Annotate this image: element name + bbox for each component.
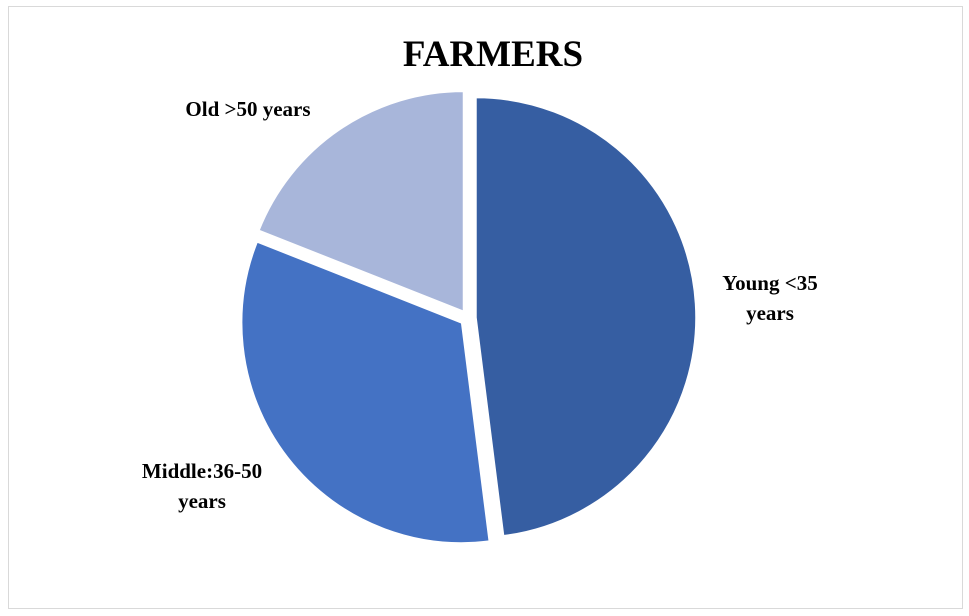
pie-slices — [240, 90, 697, 544]
slice-label-young: Young <35 years — [722, 271, 817, 325]
slice-label-line: years — [746, 301, 794, 325]
slice-label-old: Old >50 years — [185, 97, 310, 121]
slice-label-line: Middle:36-50 — [142, 459, 262, 483]
chart-title: FARMERS — [403, 34, 583, 75]
slice-label-middle: Middle:36-50 years — [142, 459, 262, 513]
slice-label-line: Young <35 — [722, 271, 817, 295]
slice-label-line: years — [178, 489, 226, 513]
slice-labels: Young <35 years Middle:36-50 years Old >50 y… — [142, 97, 818, 513]
slice-label-line: Old >50 years — [185, 97, 310, 121]
pie-slice-old — [257, 90, 465, 313]
pie-slice-young — [475, 96, 697, 537]
pie-slice-middle — [240, 240, 491, 544]
